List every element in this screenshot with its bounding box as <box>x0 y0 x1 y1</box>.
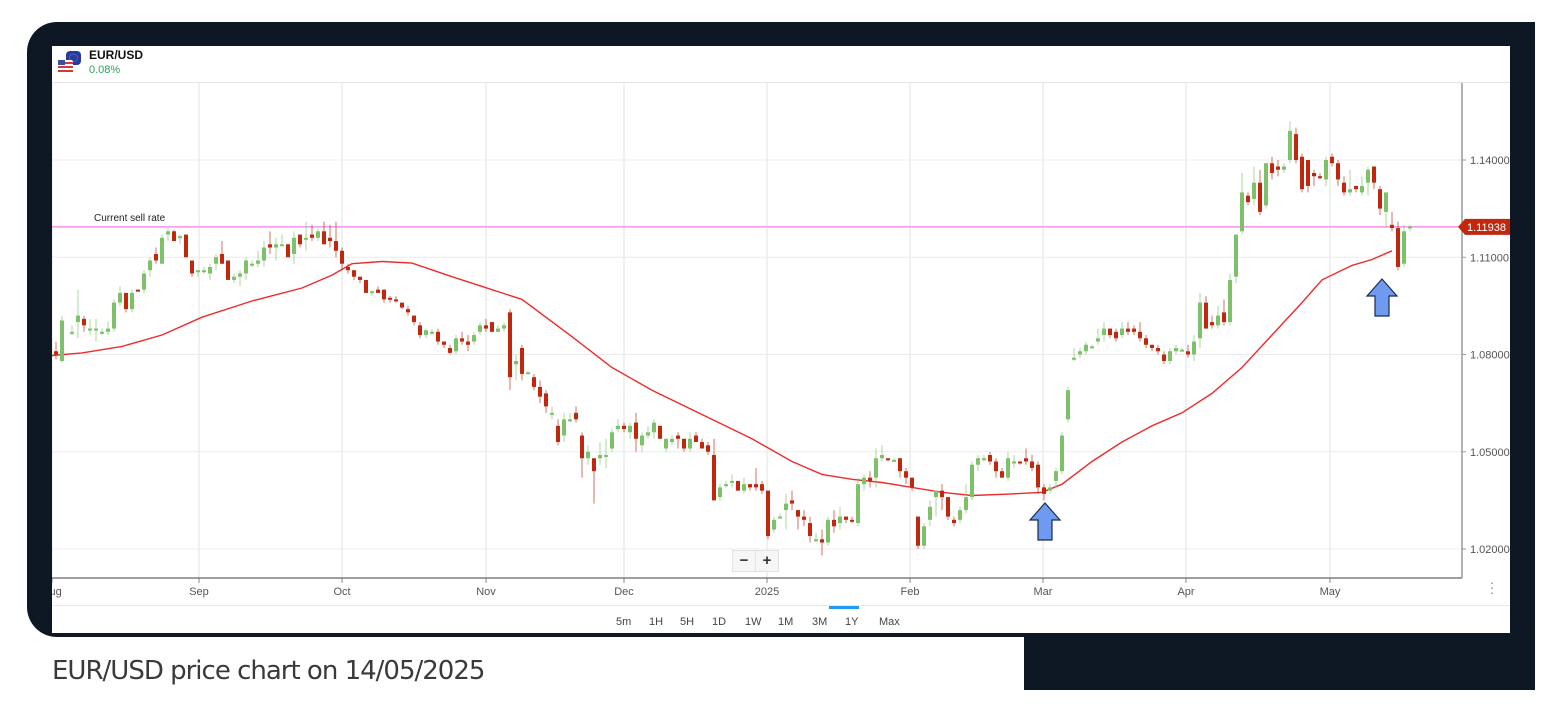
x-tick-label: Dec <box>614 586 634 598</box>
symbol-label: EUR/USD <box>89 48 144 62</box>
x-tick-label: Sep <box>189 586 209 598</box>
range-option-5h[interactable]: 5H <box>680 616 695 628</box>
y-tick-label: 1.02000 <box>1470 544 1510 556</box>
range-option-1m[interactable]: 1M <box>778 616 794 628</box>
change-percent: 0.08% <box>89 64 121 76</box>
eur-usd-flag-icon <box>58 51 81 72</box>
range-option-1d[interactable]: 1D <box>712 616 727 628</box>
x-tick-label: Oct <box>333 586 350 598</box>
arrow-up-icon-may <box>1365 278 1399 317</box>
y-tick-label: 1.05000 <box>1470 447 1510 459</box>
range-option-1h[interactable]: 1H <box>649 616 664 628</box>
arrow-up-icon-march <box>1028 502 1062 541</box>
range-active-indicator <box>829 606 859 609</box>
sell-rate-label: Current sell rate <box>94 213 166 224</box>
range-option-5m[interactable]: 5m <box>616 616 632 628</box>
zoom-out-button[interactable]: − <box>739 552 749 569</box>
moving-average-line <box>52 250 1393 497</box>
range-option-3m[interactable]: 3M <box>812 616 828 628</box>
candles <box>54 121 1412 556</box>
x-tick-label: May <box>1320 586 1341 598</box>
candlestick-chart[interactable]: 1.14000 1.11000 1.08000 1.05000 1.02000 Aug Se… <box>52 46 1510 606</box>
chart-panel: EUR/USD 0.08% 1.14000 1.11000 1.08000 1.050… <box>52 46 1510 633</box>
range-option-max[interactable]: Max <box>879 616 900 628</box>
y-tick-label: 1.11000 <box>1470 252 1509 264</box>
x-tick-label: Mar <box>1034 586 1053 598</box>
chart-header: EUR/USD 0.08% <box>52 46 1510 83</box>
svg-text:1.11938: 1.11938 <box>1467 222 1506 234</box>
range-selector: 5m 1H 5H 1D 1W 1M 3M 1Y Max <box>52 605 1510 634</box>
more-options-icon[interactable]: · · · <box>1489 574 1495 600</box>
zoom-controls: − + <box>732 550 779 572</box>
x-tick-label: Aug <box>52 586 62 598</box>
x-tick-label: 2025 <box>755 586 779 598</box>
x-tick-label: Apr <box>1177 586 1194 598</box>
x-tick-label: Nov <box>476 586 496 598</box>
y-tick-label: 1.14000 <box>1470 155 1510 167</box>
chart-caption: EUR/USD price chart on 14/05/2025 <box>52 656 485 686</box>
sell-rate-badge: 1.11938 <box>1458 218 1510 235</box>
y-tick-label: 1.08000 <box>1470 350 1510 362</box>
x-tick-label: Feb <box>901 586 920 598</box>
range-option-1w[interactable]: 1W <box>745 616 762 628</box>
range-option-1y[interactable]: 1Y <box>845 616 859 628</box>
zoom-in-button[interactable]: + <box>755 551 778 571</box>
